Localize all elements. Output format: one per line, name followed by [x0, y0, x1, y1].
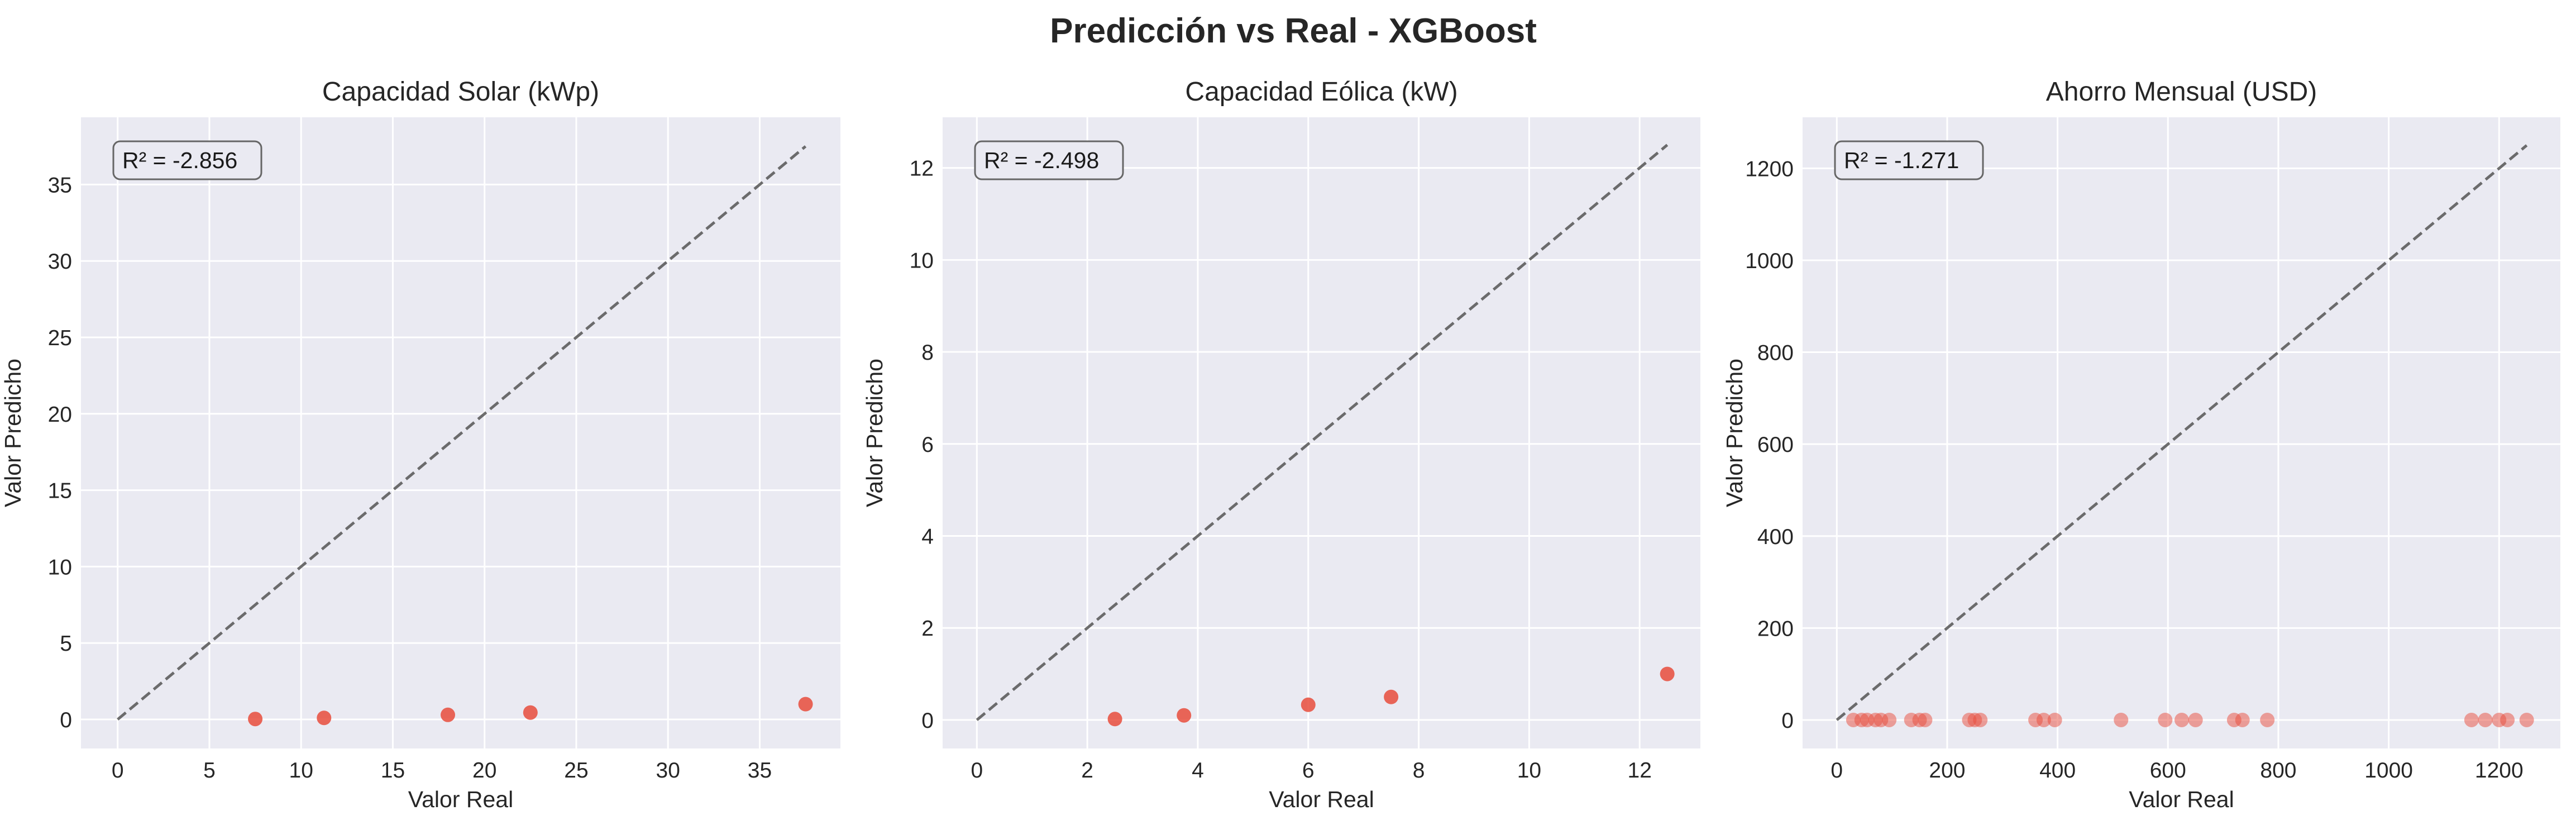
x-tick-label: 0: [971, 759, 983, 783]
subplot-title: Capacidad Eólica (kW): [1185, 77, 1457, 107]
x-tick-label: 2: [1081, 759, 1093, 783]
r2-annotation: R² = -2.498: [984, 147, 1099, 173]
x-tick-label: 5: [203, 759, 216, 783]
data-point: [1918, 712, 1933, 727]
data-point: [2235, 712, 2250, 727]
y-tick-label: 0: [60, 708, 72, 732]
figure-title: Predicción vs Real - XGBoost: [1050, 12, 1537, 50]
y-tick-label: 25: [48, 326, 72, 350]
data-point: [798, 697, 813, 712]
x-tick-label: 15: [381, 759, 405, 783]
y-tick-label: 8: [921, 341, 934, 365]
x-axis-label: Valor Real: [1269, 786, 1374, 812]
data-point: [1301, 697, 1316, 712]
y-axis-label: Valor Predicho: [862, 359, 887, 507]
r2-box: [112, 140, 262, 180]
y-tick-label: 15: [48, 479, 72, 503]
data-point: [2036, 712, 2051, 727]
y-tick-label: 2: [921, 617, 934, 641]
x-tick-label: 10: [1517, 759, 1541, 783]
r2-annotation: R² = -2.856: [122, 147, 237, 173]
subplot-title: Capacidad Solar (kWp): [322, 77, 599, 107]
data-point: [2500, 712, 2515, 727]
r2-box: [974, 140, 1124, 180]
y-tick-label: 800: [1757, 341, 1794, 365]
x-tick-label: 8: [1413, 759, 1425, 783]
y-tick-label: 4: [921, 524, 934, 549]
x-tick-label: 0: [112, 759, 124, 783]
y-tick-label: 400: [1757, 525, 1794, 549]
x-tick-label: 4: [1192, 759, 1204, 783]
x-tick-label: 10: [289, 759, 313, 783]
y-tick-label: 10: [48, 555, 72, 579]
data-point: [2188, 712, 2203, 727]
x-tick-label: 400: [2039, 759, 2076, 783]
data-point: [2158, 712, 2173, 727]
x-tick-label: 25: [564, 759, 588, 783]
perfect-prediction-line: [117, 145, 807, 721]
data-point: [2260, 712, 2275, 727]
y-axis-label: Valor Predicho: [1722, 359, 1747, 507]
data-point: [2464, 712, 2479, 727]
data-point: [1660, 666, 1675, 681]
x-tick-label: 600: [2150, 759, 2186, 783]
data-point: [1384, 689, 1399, 704]
data-point: [2114, 712, 2129, 727]
y-tick-label: 35: [48, 173, 72, 197]
subplot-1: 0 5 10 15 20 25 30 35 0 5 10 15 20 25 30 35 R² = -2.856 C…: [0, 77, 840, 812]
subplot-2: 0 2 4 6 8 10 12 0 2 4 6 8 10 12 R² = -2.498 Capacidad E…: [862, 77, 1700, 812]
y-tick-label: 200: [1757, 617, 1794, 641]
data-point: [523, 705, 538, 720]
y-tick-label: 1000: [1745, 249, 1794, 273]
y-tick-label: 1200: [1745, 157, 1794, 181]
x-tick-label: 800: [2260, 759, 2296, 783]
x-tick-label: 200: [1929, 759, 1965, 783]
subplot-3: 0 200 400 600 800 1000 1200 0 200 400 600 800 1000 12…: [1722, 77, 2560, 812]
subplot-title: Ahorro Mensual (USD): [2046, 77, 2317, 107]
perfect-prediction-line: [1836, 144, 2528, 721]
y-tick-label: 30: [48, 250, 72, 274]
data-point: [441, 707, 456, 722]
x-tick-label: 1200: [2475, 759, 2524, 783]
data-point: [1973, 712, 1988, 727]
y-axis-label: Valor Predicho: [0, 359, 26, 507]
x-tick-label: 0: [1831, 759, 1843, 783]
x-axis-label: Valor Real: [408, 786, 513, 812]
y-tick-label: 0: [1781, 709, 1794, 733]
y-tick-label: 0: [921, 709, 934, 733]
data-point: [248, 712, 263, 727]
x-tick-label: 6: [1302, 759, 1315, 783]
data-point: [2047, 712, 2062, 727]
x-tick-label: 1000: [2364, 759, 2413, 783]
r2-box: [1834, 140, 1984, 180]
data-point: [2174, 712, 2189, 727]
y-tick-label: 20: [48, 403, 72, 427]
y-tick-label: 5: [60, 632, 72, 656]
data-point: [317, 710, 332, 726]
x-tick-label: 35: [748, 759, 772, 783]
r2-annotation: R² = -1.271: [1844, 147, 1959, 173]
x-tick-label: 12: [1628, 759, 1652, 783]
data-point: [1107, 712, 1122, 727]
data-point: [2478, 712, 2493, 727]
x-tick-label: 30: [656, 759, 680, 783]
data-point: [2519, 712, 2534, 727]
y-tick-label: 6: [921, 433, 934, 457]
x-tick-label: 20: [472, 759, 496, 783]
x-axis-label: Valor Real: [2129, 786, 2234, 812]
perfect-prediction-line: [976, 144, 1669, 721]
y-tick-label: 10: [910, 249, 934, 273]
data-point: [1177, 708, 1192, 723]
y-tick-label: 600: [1757, 433, 1794, 457]
y-tick-label: 12: [910, 157, 934, 181]
data-point: [1882, 712, 1897, 727]
